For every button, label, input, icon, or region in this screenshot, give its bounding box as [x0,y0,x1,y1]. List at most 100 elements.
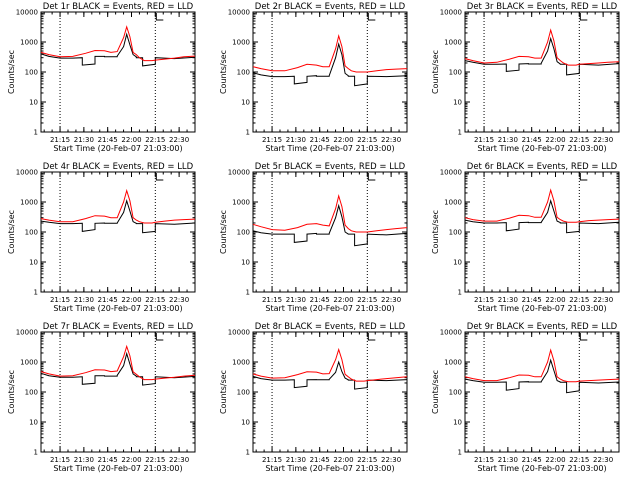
time-bracket-mark [155,13,164,21]
y-tick-label: 10 [453,99,462,107]
y-tick-label: 100 [237,229,250,237]
x-tick-label: 21:45 [522,136,542,144]
plot-frame [40,171,196,293]
x-tick-label: 21:45 [522,296,542,304]
panel-det-3r: Det 3r BLACK = Events, RED = LLD 1 10 100 10… [431,2,620,153]
x-tick-label: 22:00 [121,296,141,304]
x-tick-label: 22:00 [545,136,565,144]
plot-frame [252,331,408,453]
series-events [464,36,620,76]
x-tick-label: 22:30 [593,296,613,304]
x-tick-label: 21:15 [262,136,282,144]
y-tick-label: 10 [29,259,38,267]
x-tick-label: 21:30 [498,136,518,144]
y-tick-label: 100 [25,389,38,397]
series-events [40,32,196,67]
plot-frame [40,11,196,133]
time-bracket-mark [367,333,376,341]
y-tick-label: 1000 [444,359,462,367]
y-axis-label: Counts/sec [431,50,440,94]
x-tick-label: 21:30 [74,136,94,144]
y-tick-label: 100 [449,389,462,397]
series-events [464,199,620,234]
y-tick-label: 100 [449,69,462,77]
x-tick-label: 21:30 [286,136,306,144]
panel-title: Det 5r BLACK = Events, RED = LLD [255,162,406,172]
series-lld [252,193,408,233]
x-axis-label: Start Time (20-Feb-07 21:03:00) [477,464,606,473]
x-tick-label: 22:15 [569,136,589,144]
x-tick-label: 21:30 [498,456,518,464]
panel-title: Det 8r BLACK = Events, RED = LLD [255,322,406,332]
time-bracket-mark [155,173,164,181]
y-tick-label: 1000 [444,39,462,47]
y-tick-label: 10000 [228,329,250,337]
y-tick-label: 1 [34,129,38,137]
x-tick-label: 22:30 [381,296,401,304]
plot-frame [464,171,620,293]
x-tick-label: 22:00 [545,456,565,464]
time-bracket-mark [367,13,376,21]
plot-frame [40,331,196,453]
x-tick-label: 22:30 [381,456,401,464]
x-axis-label: Start Time (20-Feb-07 21:03:00) [53,464,182,473]
y-tick-label: 1 [458,449,462,457]
x-tick-label: 21:30 [286,456,306,464]
y-tick-label: 10000 [440,329,462,337]
x-tick-label: 21:15 [474,136,494,144]
x-tick-label: 21:30 [286,296,306,304]
y-tick-label: 1000 [20,39,38,47]
y-tick-label: 100 [25,69,38,77]
y-tick-label: 1 [458,129,462,137]
x-tick-label: 21:45 [522,456,542,464]
y-axis-label: Counts/sec [7,50,16,94]
y-axis-label: Counts/sec [219,210,228,254]
time-bracket-mark [155,333,164,341]
x-axis-label: Start Time (20-Feb-07 21:03:00) [53,304,182,313]
x-tick-label: 21:15 [262,456,282,464]
y-tick-label: 10000 [440,169,462,177]
x-tick-label: 22:00 [545,296,565,304]
series-lld [464,188,620,223]
x-tick-label: 22:30 [593,136,613,144]
y-tick-label: 100 [237,69,250,77]
x-tick-label: 21:30 [74,456,94,464]
series-events [40,351,196,386]
panel-det-4r: Det 4r BLACK = Events, RED = LLD 1 10 100 10… [7,162,196,313]
panel-det-8r: Det 8r BLACK = Events, RED = LLD 1 10 100 10… [219,322,408,473]
x-tick-label: 22:00 [333,296,353,304]
x-tick-label: 21:30 [498,296,518,304]
y-tick-label: 1000 [232,39,250,47]
time-bracket-mark [579,13,588,21]
panel-title: Det 7r BLACK = Events, RED = LLD [43,322,194,332]
y-tick-label: 1 [246,449,250,457]
x-tick-label: 21:15 [474,456,494,464]
y-tick-label: 10000 [228,9,250,17]
x-tick-label: 22:15 [357,296,377,304]
y-tick-label: 1000 [232,359,250,367]
panel-det-2r: Det 2r BLACK = Events, RED = LLD 1 10 100 10… [219,2,408,153]
plot-frame [464,11,620,133]
x-tick-label: 21:45 [98,296,118,304]
x-tick-label: 22:30 [169,456,189,464]
plot-frame [464,331,620,453]
x-tick-label: 21:15 [262,296,282,304]
series-events [252,203,408,247]
panel-title: Det 2r BLACK = Events, RED = LLD [255,2,406,12]
x-tick-label: 22:15 [357,136,377,144]
y-tick-label: 100 [25,229,38,237]
x-tick-label: 21:30 [74,296,94,304]
x-tick-label: 22:00 [121,456,141,464]
series-events [464,358,620,394]
x-tick-label: 22:30 [381,136,401,144]
y-axis-label: Counts/sec [431,370,440,414]
y-axis-label: Counts/sec [7,370,16,414]
panel-det-9r: Det 9r BLACK = Events, RED = LLD 1 10 100 10… [431,322,620,473]
y-tick-label: 1000 [232,199,250,207]
x-tick-label: 22:30 [169,136,189,144]
y-tick-label: 1 [34,449,38,457]
y-tick-label: 10 [29,419,38,427]
x-axis-label: Start Time (20-Feb-07 21:03:00) [477,304,606,313]
y-tick-label: 10000 [16,329,38,337]
